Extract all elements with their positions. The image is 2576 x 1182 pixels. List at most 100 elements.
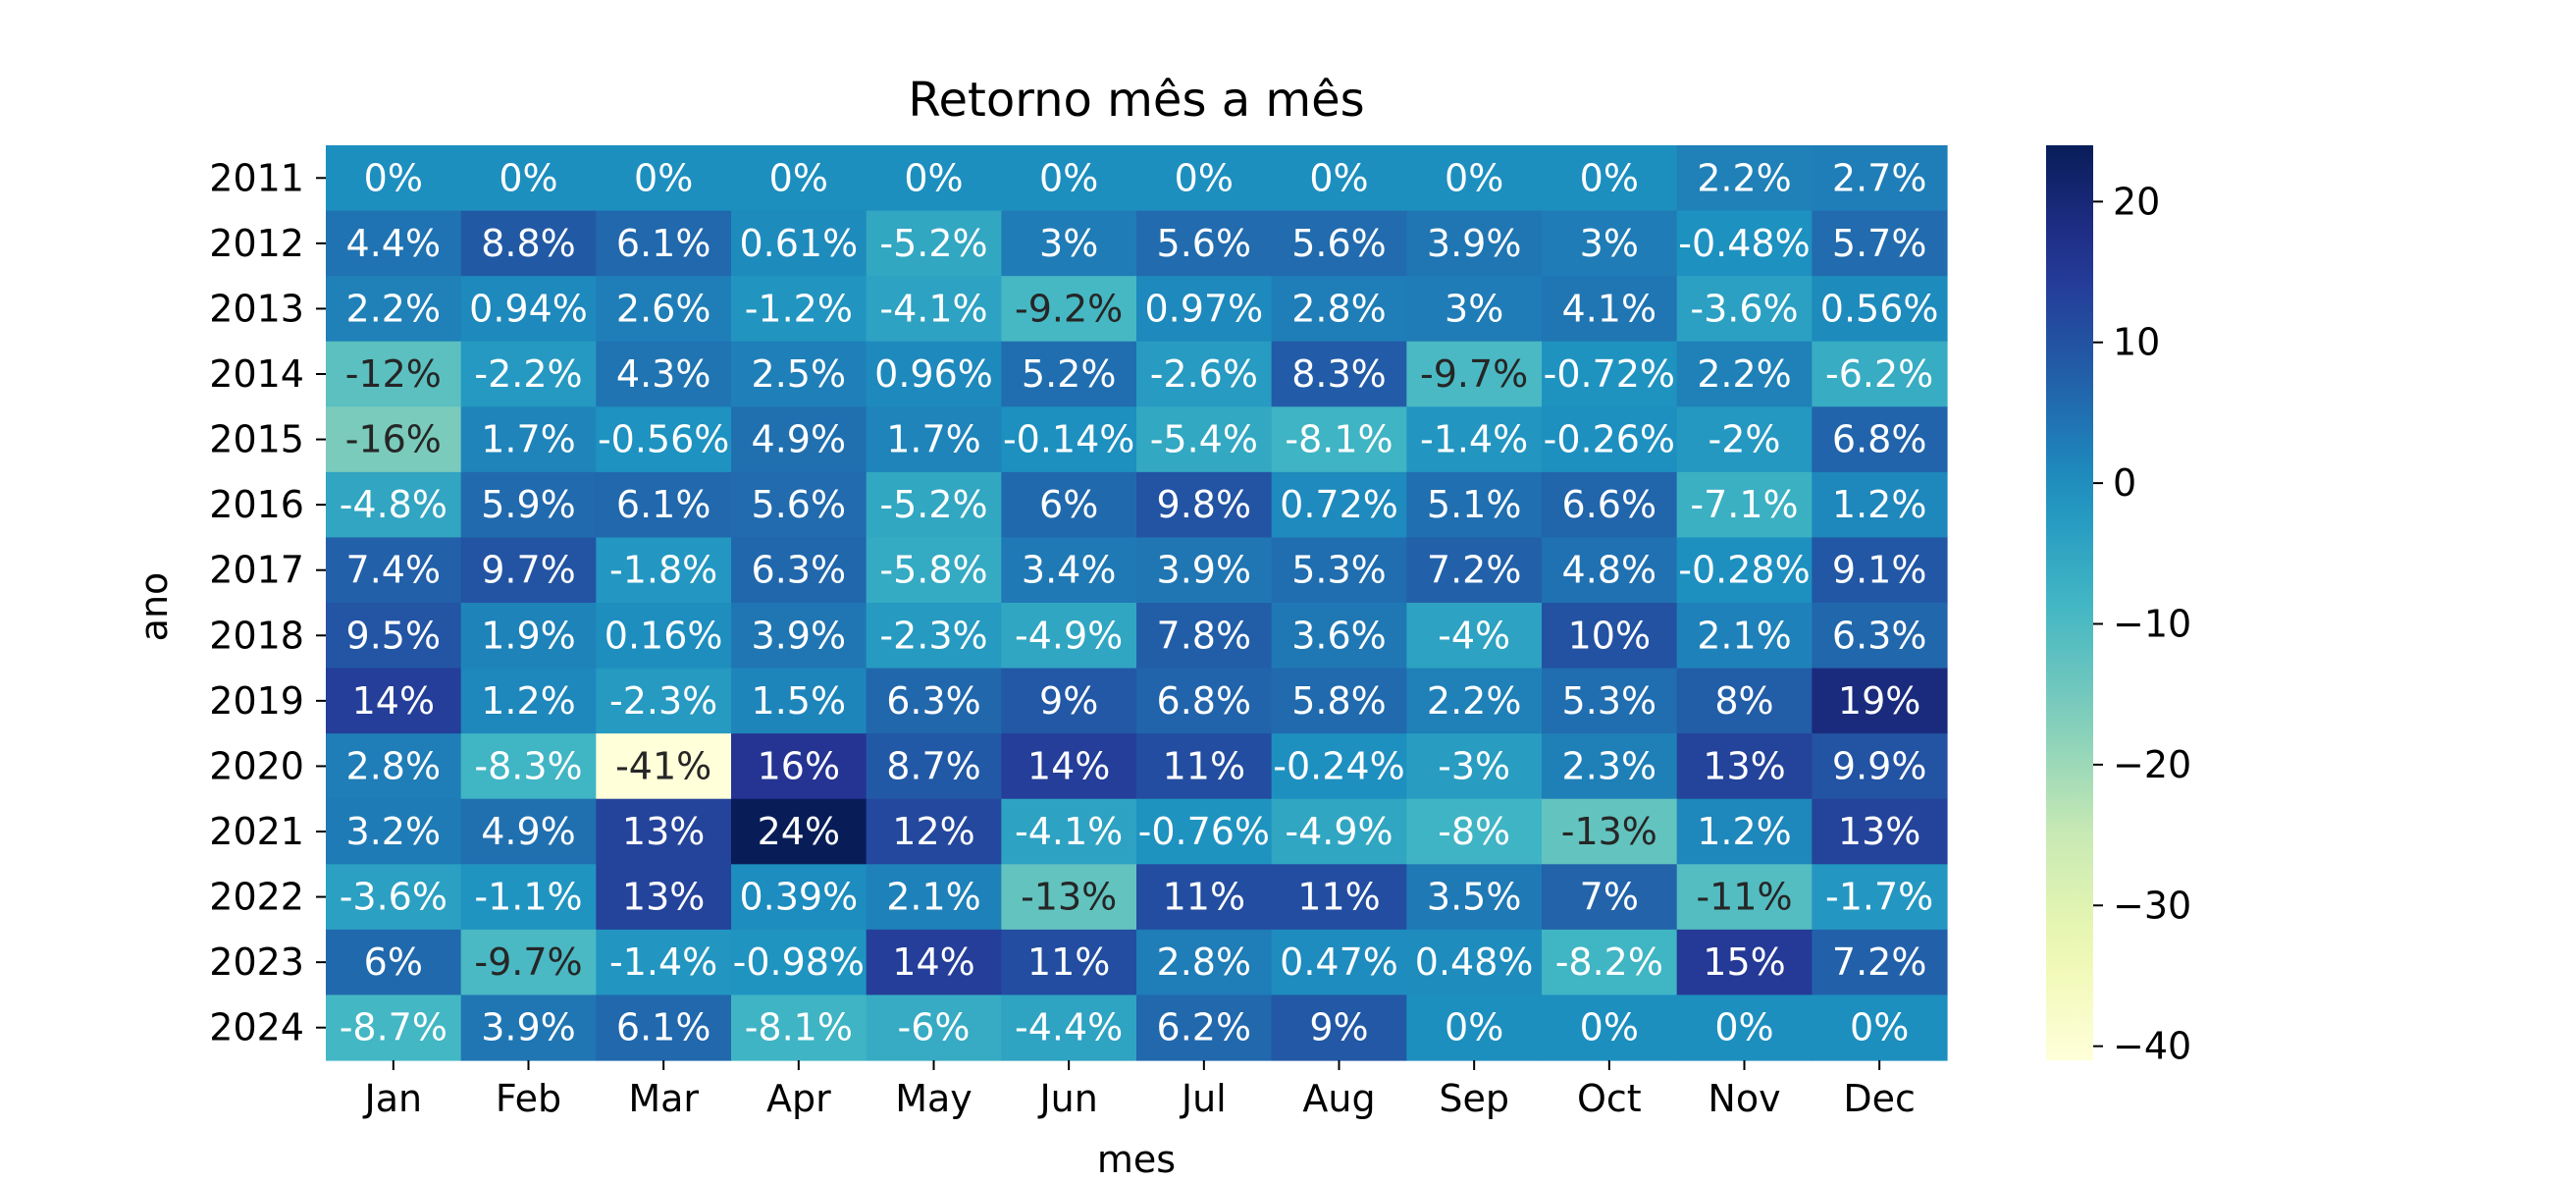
heatmap-cell <box>326 733 462 800</box>
heatmap-cell <box>1136 668 1273 734</box>
heatmap-cell-label: -4.1% <box>1015 810 1123 853</box>
heatmap-cell-label: 6.8% <box>1157 679 1252 723</box>
chart-title: Retorno mês a mês <box>908 73 1364 128</box>
heatmap-cell-label: 0.47% <box>1280 940 1398 984</box>
heatmap-cell-label: 3% <box>1445 287 1503 330</box>
heatmap-cell <box>1001 864 1137 931</box>
heatmap-cell-label: 14% <box>352 679 435 723</box>
x-tick-label: Oct <box>1577 1077 1642 1120</box>
heatmap-cell <box>1676 471 1813 539</box>
x-tick-label: Jun <box>1037 1077 1097 1120</box>
heatmap-cell <box>326 798 462 865</box>
colorbar <box>2046 145 2093 1060</box>
heatmap-cell <box>1676 406 1813 473</box>
heatmap-cell-label: 6.2% <box>1157 1006 1252 1049</box>
heatmap-cell-label: -5.2% <box>879 483 987 526</box>
heatmap-cell-label: -8.1% <box>1285 418 1393 461</box>
heatmap-cell <box>1001 406 1137 473</box>
heatmap-cell <box>1676 537 1813 604</box>
heatmap-cell-label: -0.72% <box>1544 352 1675 396</box>
heatmap-cell <box>866 929 1002 996</box>
heatmap-cell-label: 9.8% <box>1157 483 1252 526</box>
heatmap-cell <box>731 864 867 931</box>
heatmap-cell-label: 0.56% <box>1820 287 1939 330</box>
heatmap-cell <box>1271 406 1407 473</box>
heatmap-cell-label: 5.9% <box>481 483 576 526</box>
heatmap-cell <box>731 406 867 473</box>
heatmap-cell-label: -1.8% <box>609 549 717 592</box>
heatmap-cell-label: 8% <box>1714 679 1773 723</box>
heatmap-cell <box>1271 733 1407 800</box>
y-tick-label: 2020 <box>209 744 304 787</box>
colorbar-tick-label: 10 <box>2113 321 2160 364</box>
colorbar-tick-label: 0 <box>2113 461 2136 505</box>
heatmap-cell <box>1271 537 1407 604</box>
heatmap-cell-label: -9.7% <box>474 940 582 984</box>
heatmap-cell <box>1676 603 1813 670</box>
heatmap-cell <box>1812 145 1948 212</box>
heatmap-cell-label: 0.61% <box>739 222 858 265</box>
heatmap-cell-label: 1.2% <box>481 679 576 723</box>
heatmap-cell-label: 1.5% <box>752 679 847 723</box>
heatmap-cell <box>1136 864 1273 931</box>
heatmap-cell-label: 3% <box>1039 222 1098 265</box>
heatmap-cell <box>1001 341 1137 407</box>
heatmap-cell-label: 2.6% <box>616 287 711 330</box>
heatmap-cell <box>1676 798 1813 865</box>
heatmap-cell-label: 2.7% <box>1832 156 1927 199</box>
heatmap-cell <box>1136 145 1273 212</box>
heatmap-cell <box>1136 341 1273 407</box>
heatmap-cell <box>1001 929 1137 996</box>
heatmap-cell-label: 11% <box>1027 940 1110 984</box>
heatmap-cell <box>1001 145 1137 212</box>
heatmap-cell <box>1271 276 1407 343</box>
heatmap-cell <box>1271 471 1407 539</box>
heatmap-cell-label: 0% <box>1309 156 1368 199</box>
heatmap-cell <box>460 210 597 277</box>
heatmap-cell <box>1542 929 1678 996</box>
heatmap-cell-label: 19% <box>1838 679 1920 723</box>
heatmap-cell-label: 8.3% <box>1291 352 1387 396</box>
heatmap-cell <box>596 668 732 734</box>
heatmap-cell-label: 0.39% <box>739 876 858 919</box>
heatmap-cell <box>1136 929 1273 996</box>
heatmap-cell <box>1812 798 1948 865</box>
heatmap-cell-label: -8.7% <box>340 1006 447 1049</box>
heatmap-cell <box>866 668 1002 734</box>
y-tick-label: 2022 <box>209 876 304 919</box>
heatmap-cell <box>1542 145 1678 212</box>
heatmap-cell <box>460 341 597 407</box>
heatmap-cell <box>596 406 732 473</box>
heatmap-cell <box>596 145 732 212</box>
heatmap-cell <box>1812 994 1948 1061</box>
heatmap-cell <box>1001 798 1137 865</box>
heatmap-cell-label: 1.9% <box>481 614 576 657</box>
heatmap-cell-label: 2.2% <box>346 287 442 330</box>
heatmap-cell <box>1136 276 1273 343</box>
heatmap-cell <box>1812 929 1948 996</box>
heatmap-cell-label: 0.96% <box>874 352 993 396</box>
heatmap-cell-label: 6.3% <box>1832 614 1927 657</box>
heatmap-cell-label: -13% <box>1021 876 1117 919</box>
heatmap-cell-label: -1.7% <box>1825 876 1933 919</box>
heatmap-cell-label: -8.1% <box>745 1006 853 1049</box>
heatmap-cell-label: -4.9% <box>1015 614 1123 657</box>
heatmap-cell-label: -6% <box>898 1006 971 1049</box>
heatmap-cell-label: 4.1% <box>1562 287 1657 330</box>
heatmap-cell <box>1542 603 1678 670</box>
heatmap-cell-label: 3.9% <box>752 614 847 657</box>
heatmap-cell-label: 5.6% <box>752 483 847 526</box>
heatmap-cell-label: 13% <box>1838 810 1920 853</box>
heatmap-cell <box>596 471 732 539</box>
heatmap-cell <box>1271 994 1407 1061</box>
heatmap-cell <box>1812 603 1948 670</box>
heatmap-cell <box>326 406 462 473</box>
heatmap-cell <box>326 471 462 539</box>
heatmap-cell-label: -3% <box>1438 744 1510 787</box>
heatmap-cell <box>1542 537 1678 604</box>
heatmap-cell-label: 1.2% <box>1697 810 1792 853</box>
heatmap-cell <box>1406 210 1543 277</box>
heatmap-cell-label: 9% <box>1039 679 1098 723</box>
heatmap-cell-label: 6% <box>364 940 423 984</box>
heatmap-cell-label: -9.7% <box>1420 352 1528 396</box>
